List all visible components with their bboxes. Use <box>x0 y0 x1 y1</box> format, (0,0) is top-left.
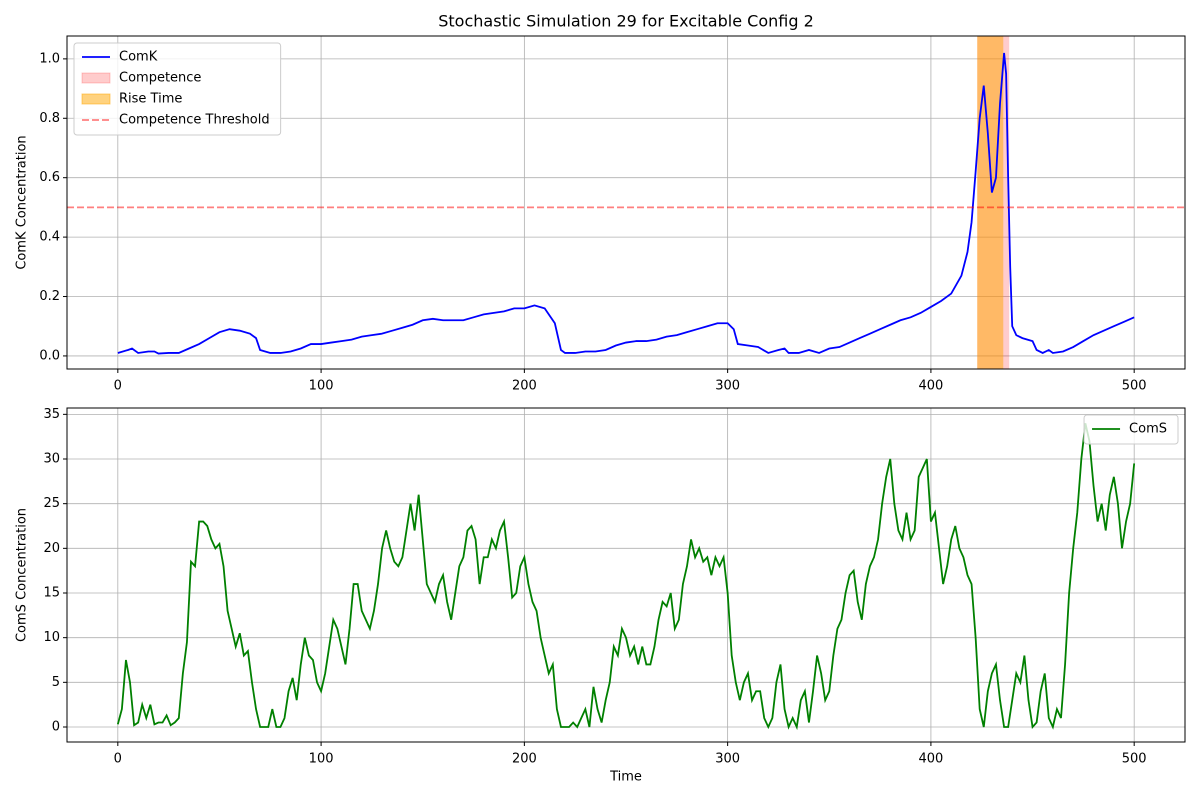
x-tick-label: 300 <box>715 379 740 394</box>
y-tick-label: 0.8 <box>39 111 60 126</box>
y-tick-label: 0.4 <box>39 230 60 245</box>
legend: ComS <box>1092 422 1167 437</box>
y-tick-label: 0.6 <box>39 170 60 185</box>
x-tick-label: 200 <box>512 379 537 394</box>
y-tick-label: 10 <box>43 630 60 645</box>
data-line <box>117 52 1135 355</box>
legend-box <box>73 42 282 136</box>
legend-label: ComK <box>119 50 158 65</box>
x-tick-label: 100 <box>309 752 334 767</box>
legend-label: Rise Time <box>119 92 182 107</box>
x-tick-label: 300 <box>715 752 740 767</box>
y-axis-label: ComK Concentration <box>15 135 30 269</box>
y-tick-label: 0.0 <box>39 348 60 363</box>
x-tick-label: 0 <box>114 752 122 767</box>
x-tick-label: 200 <box>512 752 537 767</box>
y-tick-label: 0 <box>52 719 60 734</box>
plot-area <box>116 423 1136 731</box>
legend-box <box>1083 414 1179 445</box>
y-tick-label: 1.0 <box>39 51 60 66</box>
legend-label: Competence <box>119 71 201 86</box>
x-tick-label: 400 <box>918 752 943 767</box>
y-tick-label: 35 <box>43 407 60 422</box>
y-tick-label: 30 <box>43 452 60 467</box>
y-tick-label: 20 <box>43 541 60 556</box>
y-tick-label: 15 <box>43 585 60 600</box>
legend-swatch <box>81 72 111 84</box>
y-tick-label: 25 <box>43 496 60 511</box>
data-line <box>116 423 1136 731</box>
x-tick-label: 100 <box>309 379 334 394</box>
span <box>977 36 1004 369</box>
y-tick-label: 0.2 <box>39 289 60 304</box>
x-tick-label: 0 <box>114 379 122 394</box>
legend-swatch <box>81 93 111 105</box>
x-tick-label: 500 <box>1122 752 1147 767</box>
y-tick-label: 5 <box>52 675 60 690</box>
x-axis-label: Time <box>609 770 642 785</box>
legend: ComK Competence Rise Time Competence Thresh… <box>81 50 270 128</box>
plot-area <box>67 36 1185 369</box>
legend-label: Competence Threshold <box>119 113 270 128</box>
axes-frame <box>66 407 1186 743</box>
x-tick-label: 400 <box>918 379 943 394</box>
legend-label: ComS <box>1129 422 1167 437</box>
y-axis-label: ComS Concentration <box>15 508 30 642</box>
x-tick-label: 500 <box>1122 379 1147 394</box>
chart-title: Stochastic Simulation 29 for Excitable C… <box>438 12 814 31</box>
axes-frame <box>66 35 1186 370</box>
